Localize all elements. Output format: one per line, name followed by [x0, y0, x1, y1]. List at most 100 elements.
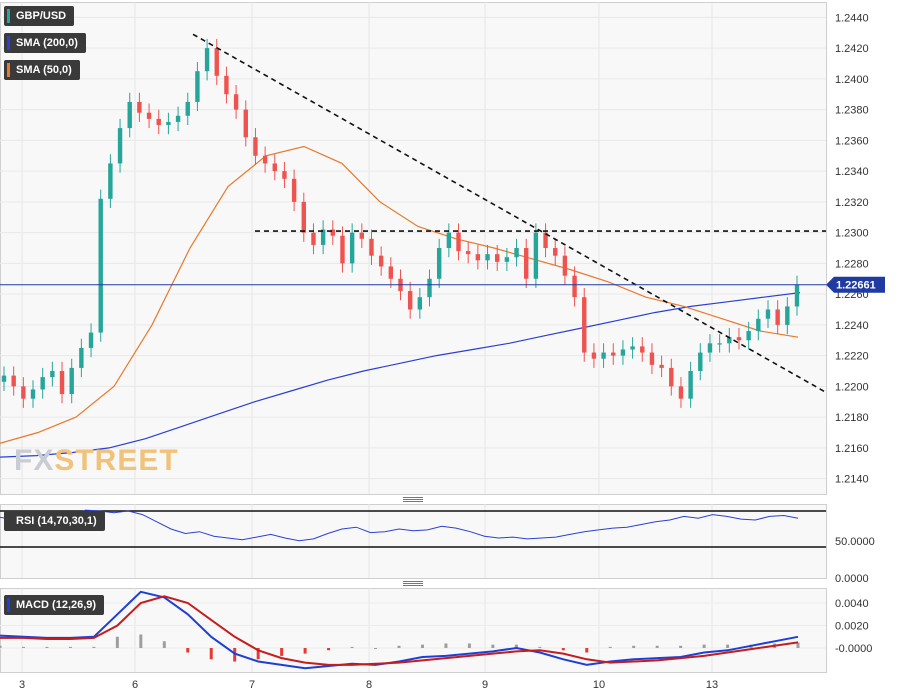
candle-body [620, 349, 626, 356]
macd-histogram-bar [608, 646, 612, 648]
candle-body [465, 251, 471, 255]
macd-histogram-bar [679, 645, 683, 648]
y-tick-label: 1.2220 [835, 351, 869, 363]
candle [146, 103, 152, 129]
candle-body [678, 386, 684, 399]
macd-histogram-bar [796, 642, 800, 648]
candle-body [533, 232, 539, 279]
candle [765, 300, 771, 328]
candle [495, 244, 500, 272]
candle-body [330, 229, 336, 236]
macd-histogram-bar [209, 648, 213, 660]
macd-histogram-bar [420, 644, 424, 648]
candle-body [262, 155, 268, 164]
candle [717, 334, 722, 353]
candle [611, 343, 616, 365]
macd-tick-label: 0.0020 [835, 621, 869, 633]
candle [746, 321, 751, 350]
candle-body [243, 109, 248, 138]
symbol-badge[interactable]: GBP/USD [4, 6, 75, 26]
candle [311, 223, 316, 255]
candle [340, 226, 345, 273]
sma200-swatch [7, 36, 10, 50]
candle-body [340, 235, 345, 264]
candle-body [436, 248, 442, 279]
candle [485, 244, 490, 270]
candle-body [291, 178, 297, 202]
candle-body [727, 337, 732, 344]
pane-splitter-rsi[interactable] [403, 497, 423, 503]
candle-body [175, 115, 181, 122]
candle [156, 109, 161, 135]
macd-histogram-bar [374, 648, 378, 649]
macd-histogram-bar [233, 648, 237, 662]
y-tick-label: 1.2420 [835, 43, 869, 55]
macd-histogram-bar [632, 645, 636, 648]
candle-body [117, 128, 123, 164]
candle [224, 66, 229, 104]
macd-histogram-bar [467, 643, 471, 648]
sma50-label: SMA (50,0) [16, 64, 72, 76]
candle [253, 128, 258, 165]
candle-body [446, 232, 452, 248]
candle-body [611, 352, 616, 356]
candle [543, 223, 548, 258]
candle-body [417, 297, 423, 310]
candle [369, 229, 374, 265]
macd-histogram-bar [162, 641, 166, 648]
symbol-label: GBP/USD [16, 10, 67, 22]
candle-body [765, 309, 771, 319]
candle-body [601, 352, 606, 359]
macd-histogram-bar [585, 648, 589, 653]
candle [427, 269, 432, 307]
candle [669, 358, 674, 396]
pane-splitter-macd[interactable] [403, 581, 423, 587]
candle-body [98, 198, 103, 333]
candle [524, 238, 529, 288]
candle [601, 343, 606, 368]
candle-body [224, 75, 229, 95]
macd-badge[interactable]: MACD (12,26,9) [4, 595, 105, 615]
candle-body [233, 94, 239, 110]
macd-histogram-bar [350, 646, 354, 648]
candle-body [204, 48, 210, 72]
candle [756, 309, 761, 341]
candle-body [572, 275, 577, 298]
candle [108, 154, 113, 209]
y-tick-label: 1.2140 [835, 474, 869, 486]
candle-body [349, 232, 355, 264]
candle [79, 338, 84, 378]
candle-body [282, 171, 287, 179]
rsi-badge[interactable]: RSI (14,70,30,1) [4, 511, 105, 531]
x-tick-label: 8 [366, 679, 372, 691]
macd-histogram-bar [491, 644, 495, 648]
candle [330, 220, 336, 245]
y-tick-label: 1.2180 [835, 412, 869, 424]
candle [88, 323, 94, 358]
macd-tick-label: 0.0040 [835, 598, 869, 610]
macd-line [0, 590, 799, 670]
candle-body [485, 254, 490, 261]
y-tick-label: 1.2440 [835, 12, 869, 24]
candle-body [127, 101, 132, 129]
candle-body [736, 337, 742, 341]
candle [282, 161, 287, 189]
candle [582, 287, 587, 362]
candle-body [88, 332, 94, 348]
sma200-badge[interactable]: SMA (200,0) [4, 33, 86, 53]
candle-body [1, 375, 7, 382]
candle [166, 112, 171, 135]
trend-line [192, 33, 827, 394]
candle-body [156, 118, 161, 125]
macd-histogram-bar [561, 648, 565, 651]
candle [69, 358, 74, 404]
candle [436, 238, 442, 288]
macd-histogram-bar [397, 645, 401, 648]
candle-body [456, 232, 461, 252]
candle [504, 248, 510, 272]
candle [1, 366, 7, 391]
candle-body [553, 248, 558, 256]
candle [514, 238, 519, 267]
sma50-badge[interactable]: SMA (50,0) [4, 60, 80, 80]
